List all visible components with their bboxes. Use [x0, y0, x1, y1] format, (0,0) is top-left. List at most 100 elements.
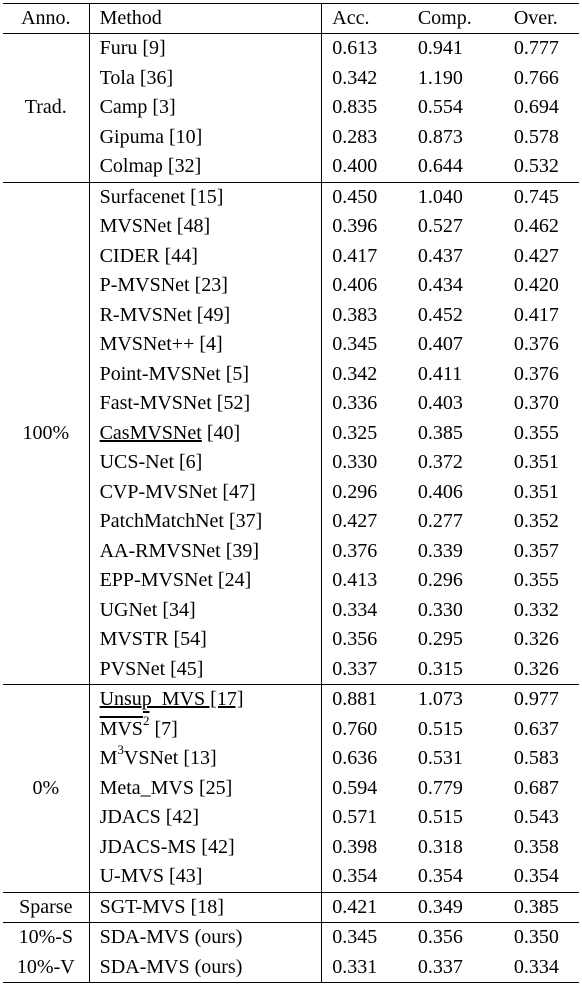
- table-row: Meta_MVS [25] 0.594 0.779 0.687: [3, 773, 579, 803]
- method-cell: MVSTR [54]: [89, 625, 323, 655]
- over-cell: 0.358: [513, 835, 559, 858]
- over-cell: 0.370: [513, 392, 559, 414]
- method-name: EPP-MVSNet [24]: [99, 569, 252, 591]
- comp-cell: 0.407: [417, 333, 463, 355]
- acc-cell: 0.427: [332, 510, 378, 532]
- acc-cell: 0.636: [332, 747, 378, 769]
- table-row: 0% Unsup_MVS [17] 0.881 1.073 0.977: [3, 684, 579, 892]
- table-row: MVSNet [48] 0.396 0.527 0.462: [3, 212, 579, 242]
- method-cell: JDACS-MS [42]: [89, 832, 323, 862]
- method-cell: Furu [9]: [89, 33, 323, 64]
- acc-cell: 0.330: [332, 451, 378, 473]
- table-row: UGNet [34] 0.334 0.330 0.332: [3, 595, 579, 625]
- table-row: CIDER [44] 0.417 0.437 0.427: [3, 241, 579, 271]
- comp-cell: 0.452: [417, 303, 463, 326]
- over-cell: 0.578: [513, 125, 559, 148]
- method-name: CasMVSNet: [99, 421, 202, 444]
- over-cell: 0.350: [503, 922, 579, 953]
- comp-cell: 0.339: [417, 539, 463, 562]
- over-cell: 0.543: [513, 806, 559, 828]
- method-cell: Meta_MVS [25]: [89, 773, 323, 803]
- row-anno: 10%-S: [3, 922, 90, 953]
- comp-cell: 0.403: [417, 392, 463, 414]
- method-cell: Gipuma [10]: [89, 122, 323, 152]
- comp-cell: 0.515: [417, 717, 463, 740]
- table-row: MVSTR [54] 0.356 0.295 0.326: [3, 625, 579, 655]
- comp-cell: 0.315: [417, 657, 463, 680]
- method-cell: CasMVSNet [40]: [89, 418, 323, 448]
- table-row: Trad. Furu [9] 0.613 0.941 0.777: [3, 33, 579, 182]
- table-row: 10%-V SDA-MVS (ours) 0.331 0.337 0.334: [3, 952, 579, 983]
- method-cell: AA-RMVSNet [39]: [89, 536, 323, 566]
- header-over: Over.: [503, 3, 579, 34]
- over-cell: 0.687: [513, 776, 559, 799]
- acc-cell: 0.396: [332, 215, 378, 237]
- acc-cell: 0.421: [321, 891, 408, 923]
- method-name: MVSNet++ [4]: [99, 333, 223, 355]
- method-cell: P-MVSNet [23]: [89, 271, 323, 301]
- method-cell: MVSNet++ [4]: [89, 330, 323, 360]
- acc-cell: 0.613: [332, 37, 378, 59]
- comp-cell: 0.356: [407, 922, 504, 953]
- over-cell: 0.583: [513, 747, 559, 769]
- acc-cell: 0.571: [332, 806, 378, 828]
- comp-cell: 0.437: [417, 244, 463, 267]
- comp-cell: 0.554: [417, 96, 463, 118]
- over-cell: 0.385: [503, 891, 579, 923]
- method-name: R-MVSNet [49]: [99, 303, 231, 326]
- over-cell: 0.351: [513, 480, 559, 503]
- method-name: CIDER [44]: [99, 244, 198, 267]
- comp-cell: 0.531: [417, 747, 463, 769]
- method-cell: Camp [3]: [89, 93, 323, 123]
- over-cell: 0.326: [513, 628, 559, 650]
- table-row: UCS-Net [6] 0.330 0.372 0.351: [3, 448, 579, 478]
- table-row: AA-RMVSNet [39] 0.376 0.339 0.357: [3, 536, 579, 566]
- table-body: Trad. Furu [9] 0.613 0.941 0.777 Tola [36] 0.3…: [3, 33, 579, 983]
- method-cell: SGT-MVS [18]: [89, 891, 323, 923]
- comp-cell: 0.527: [417, 215, 463, 237]
- acc-cell: 0.450: [321, 181, 408, 212]
- over-cell: 0.355: [513, 421, 559, 444]
- method-name: JDACS [42]: [99, 806, 200, 828]
- table-row: M3VSNet [13] 0.636 0.531 0.583: [3, 743, 579, 774]
- comp-cell: 0.515: [417, 806, 463, 828]
- header-method: Method: [89, 3, 323, 34]
- comp-cell: 1.190: [417, 66, 463, 89]
- comp-cell: 0.779: [417, 776, 463, 799]
- over-cell: 0.977: [503, 684, 579, 715]
- table-row: 100% Surfacenet [15] 0.450 1.040 0.745: [3, 181, 579, 685]
- over-cell: 0.376: [513, 362, 559, 385]
- method-cell: U-MVS [43]: [89, 862, 323, 892]
- comp-cell: 0.318: [417, 835, 463, 858]
- method-name: JDACS-MS [42]: [99, 835, 235, 858]
- over-cell: 0.427: [513, 244, 559, 267]
- over-cell: 0.352: [513, 510, 559, 532]
- acc-cell: 0.342: [332, 66, 378, 89]
- over-cell: 0.745: [503, 181, 579, 212]
- acc-cell: 0.400: [332, 155, 378, 177]
- method-cell: MVSNet [48]: [89, 212, 323, 242]
- method-name: AA-RMVSNet [39]: [99, 539, 260, 562]
- method-name: PatchMatchNet [37]: [99, 510, 263, 532]
- method-cell: M3VSNet [13]: [89, 743, 323, 774]
- method-name: MVSTR [54]: [99, 628, 207, 650]
- method-name: SGT-MVS [18]: [99, 895, 224, 918]
- over-cell: 0.326: [513, 657, 559, 680]
- comp-cell: 0.941: [417, 37, 463, 59]
- method-cell: CIDER [44]: [89, 241, 323, 271]
- method-cell: CVP-MVSNet [47]: [89, 477, 323, 507]
- comp-cell: 0.434: [417, 274, 463, 296]
- method-cell: PatchMatchNet [37]: [89, 507, 323, 537]
- method-name: Fast-MVSNet [52]: [99, 392, 251, 414]
- acc-cell: 0.398: [332, 835, 378, 858]
- over-cell: 0.637: [513, 717, 559, 740]
- method-name: Colmap [32]: [99, 155, 202, 177]
- table-row: JDACS [42] 0.571 0.515 0.543: [3, 803, 579, 833]
- method-name: PVSNet [45]: [99, 657, 204, 680]
- method-name: Meta_MVS [25]: [99, 776, 233, 799]
- method-cell: SDA-MVS (ours): [89, 952, 323, 983]
- comp-cell: 0.644: [417, 155, 463, 177]
- over-cell: 0.417: [513, 303, 559, 326]
- acc-cell: 0.413: [332, 569, 378, 591]
- over-cell: 0.355: [513, 569, 559, 591]
